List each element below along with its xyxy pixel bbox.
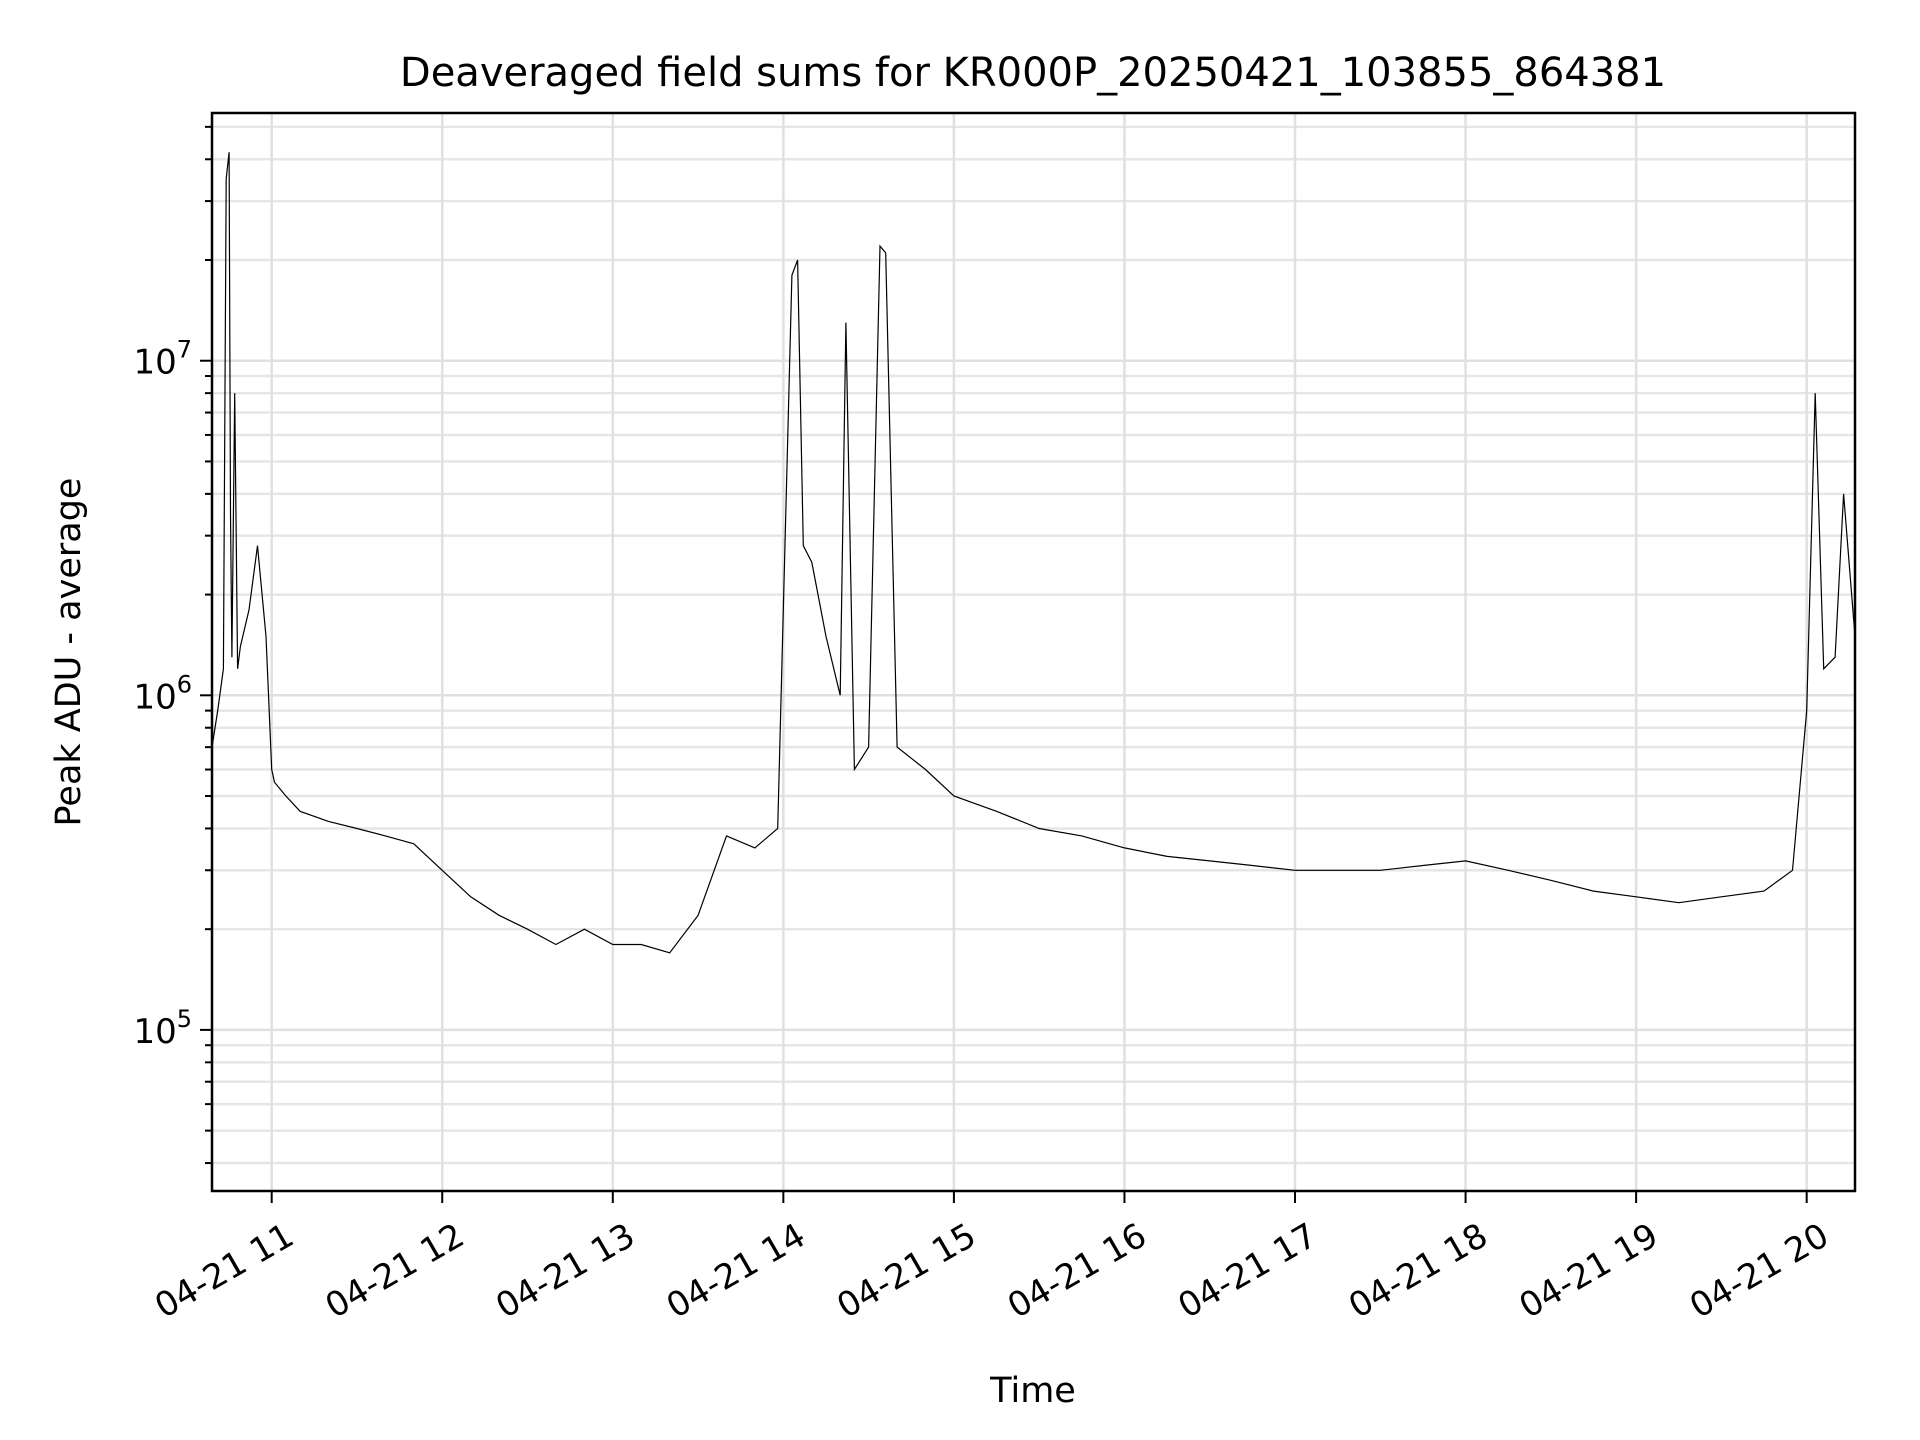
- x-axis-label: Time: [989, 1371, 1076, 1411]
- y-axis-label: Peak ADU - average: [49, 478, 89, 827]
- series-line: [211, 152, 1856, 954]
- y-tick-label: 106: [133, 670, 192, 717]
- y-tick-label: 107: [133, 336, 192, 383]
- series-layer: [211, 152, 1856, 954]
- chart-title: Deaveraged field sums for KR000P_2025042…: [400, 50, 1666, 96]
- plot-frame: [210, 111, 1857, 1193]
- y-tick-label: 105: [133, 1005, 192, 1052]
- grid-layer: [212, 113, 1855, 1191]
